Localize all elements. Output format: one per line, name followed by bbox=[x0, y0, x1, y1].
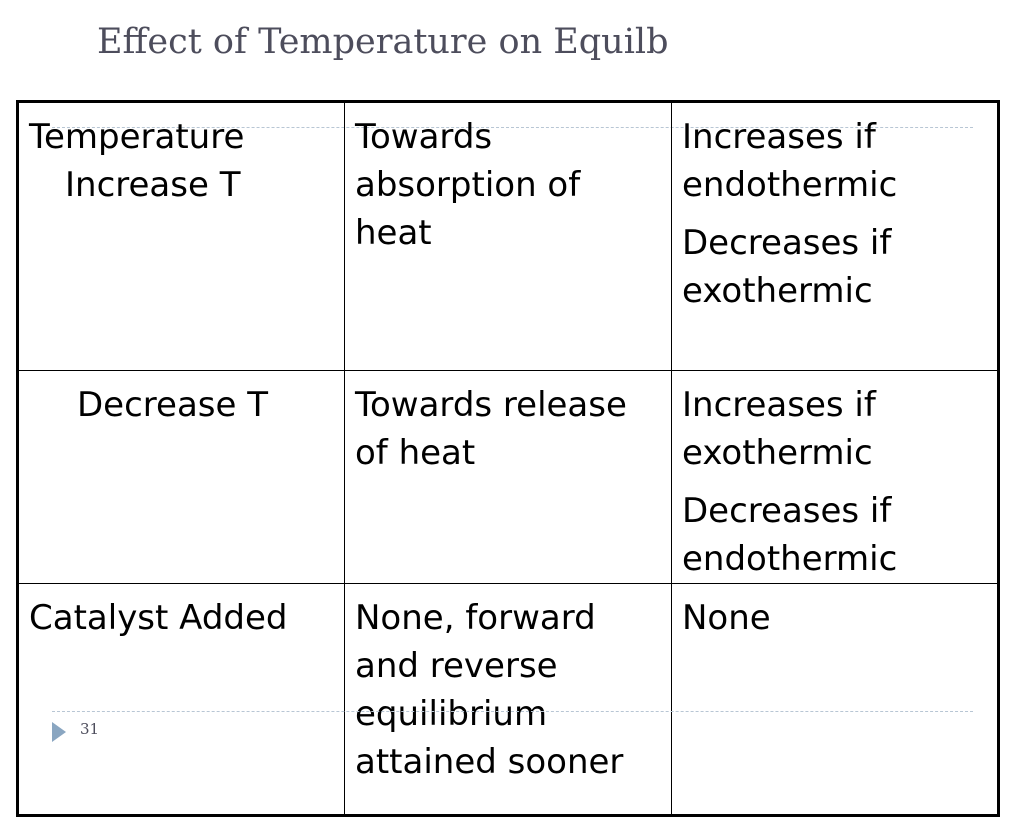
triangle-marker-icon bbox=[52, 722, 66, 742]
cell-text: Increases if endothermic bbox=[682, 117, 898, 205]
table-cell: Increases if endothermic Decreases if ex… bbox=[671, 101, 999, 371]
cell-text: None, forward and reverse equilibrium at… bbox=[355, 598, 624, 782]
table-cell: Towards absorption of heat bbox=[344, 101, 672, 371]
cell-text: Towards release of heat bbox=[355, 385, 627, 473]
cell-text: Decrease T bbox=[77, 385, 268, 425]
slide-number: 31 bbox=[80, 720, 100, 738]
cell-text: Catalyst Added bbox=[29, 598, 288, 638]
cell-text: Decreases if endothermic bbox=[682, 491, 898, 579]
table-cell: None, forward and reverse equilibrium at… bbox=[344, 583, 672, 816]
bottom-guide-line bbox=[52, 711, 973, 712]
table-row: Temperature Increase T Towards absorptio… bbox=[17, 101, 999, 371]
table-row: Decrease T Towards release of heat Incre… bbox=[17, 370, 999, 584]
table-cell: Towards release of heat bbox=[344, 370, 672, 584]
slide-title: Effect of Temperature on Equilb bbox=[97, 22, 669, 62]
table-cell: Decrease T bbox=[17, 370, 345, 584]
cell-text: Increase T bbox=[65, 165, 241, 205]
cell-heading: Temperature bbox=[29, 117, 245, 157]
table-row: Catalyst Added None, forward and reverse… bbox=[17, 583, 999, 816]
table-cell: Temperature Increase T bbox=[17, 101, 345, 371]
equilibrium-table: Temperature Increase T Towards absorptio… bbox=[16, 100, 1000, 817]
table-cell: Catalyst Added bbox=[17, 583, 345, 816]
cell-text: Towards absorption of heat bbox=[355, 117, 581, 253]
table-cell: Increases if exothermic Decreases if end… bbox=[671, 370, 999, 584]
cell-text: Decreases if exothermic bbox=[682, 223, 892, 311]
cell-text: Increases if exothermic bbox=[682, 385, 876, 473]
cell-text: None bbox=[682, 598, 771, 638]
table-cell: None bbox=[671, 583, 999, 816]
